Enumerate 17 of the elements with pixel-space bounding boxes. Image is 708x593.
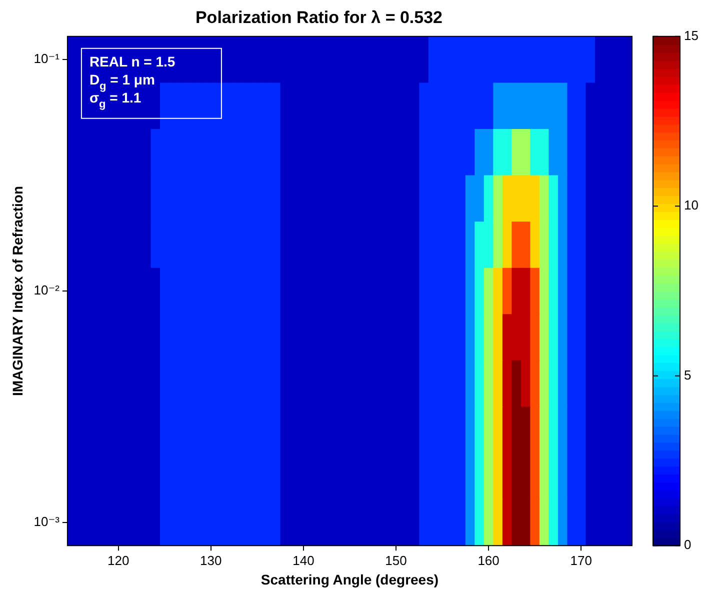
color-bar-label: 10 xyxy=(684,198,698,213)
color-bar-label: 15 xyxy=(684,28,698,43)
x-axis-title: Scattering Angle (degrees) xyxy=(260,571,439,588)
x-tick-label: 140 xyxy=(292,552,314,568)
color-bar-label: 5 xyxy=(684,367,692,382)
x-tick-label: 150 xyxy=(385,552,407,568)
y-tick-label: 10⁻² xyxy=(34,282,60,298)
x-tick-label: 170 xyxy=(570,552,592,568)
y-axis-title: IMAGINARY Index of Refraction xyxy=(9,186,26,396)
x-tick-label: 130 xyxy=(200,552,222,568)
y-tick-label: 10⁻³ xyxy=(34,514,60,530)
chart-title: Polarization Ratio for λ = 0.532 xyxy=(195,8,443,27)
x-tick-label: 120 xyxy=(108,552,130,568)
color-bar-label: 0 xyxy=(684,537,692,552)
annotation: REAL n = 1.5 xyxy=(89,53,176,70)
y-tick-label: 10⁻¹ xyxy=(34,51,60,66)
x-tick-label: 160 xyxy=(478,552,500,568)
